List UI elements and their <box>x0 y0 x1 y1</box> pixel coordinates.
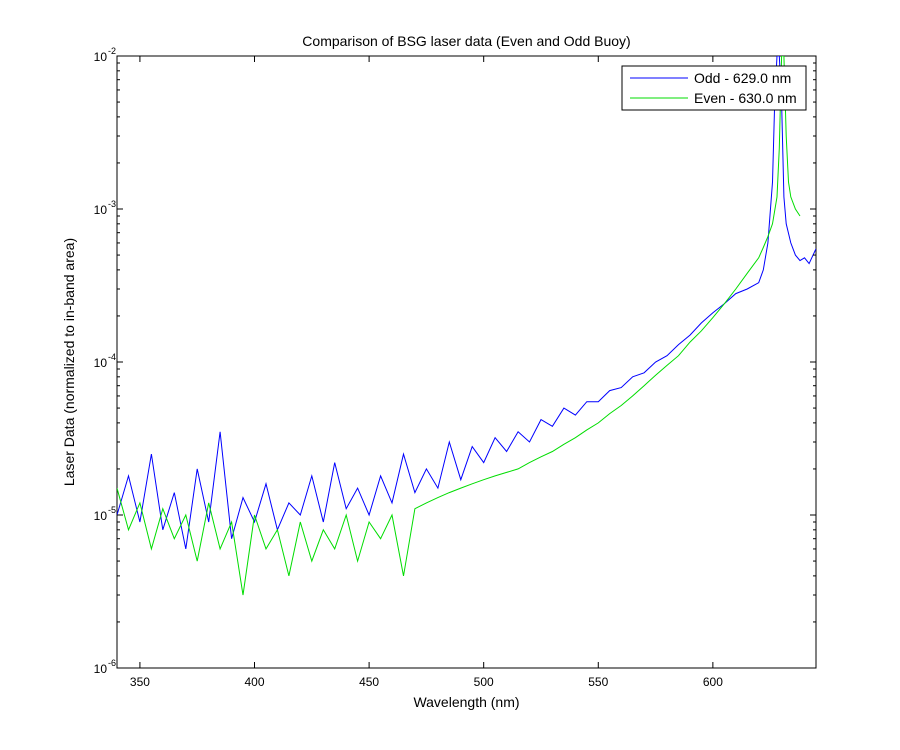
x-tick-label: 500 <box>474 675 494 689</box>
y-tick-exponent: -2 <box>108 46 116 56</box>
y-tick-exponent: -5 <box>108 505 116 515</box>
x-tick-label: 350 <box>130 675 150 689</box>
y-tick-exponent: -4 <box>108 352 116 362</box>
series-line-even <box>117 56 801 596</box>
x-axis: 350 400 450 500 550 600 <box>130 56 723 689</box>
y-axis: 10-610-510-410-310-2 <box>94 46 816 676</box>
plot-frame <box>116 55 817 669</box>
y-tick-exponent: -3 <box>108 199 116 209</box>
y-tick-label: 10 <box>94 662 108 676</box>
y-axis-label: Laser Data (normalized to in-band area) <box>61 238 77 486</box>
chart-title: Comparison of BSG laser data (Even and O… <box>302 33 630 49</box>
plot-area <box>116 55 817 669</box>
y-tick-exponent: -6 <box>108 658 116 668</box>
y-tick-label: 10 <box>94 203 108 217</box>
x-tick-label: 450 <box>359 675 379 689</box>
series-line-odd <box>117 56 816 550</box>
y-tick-label: 10 <box>94 356 108 370</box>
y-tick-label: 10 <box>94 50 108 64</box>
x-axis-label: Wavelength (nm) <box>413 694 519 710</box>
legend-label: Even - 630.0 nm <box>694 90 797 106</box>
x-tick-label: 400 <box>244 675 264 689</box>
x-tick-label: 550 <box>588 675 608 689</box>
legend: Odd - 629.0 nm Even - 630.0 nm <box>621 65 807 111</box>
legend-box <box>621 65 807 111</box>
legend-label: Odd - 629.0 nm <box>694 70 791 86</box>
y-tick-label: 10 <box>94 509 108 523</box>
x-tick-label: 600 <box>703 675 723 689</box>
